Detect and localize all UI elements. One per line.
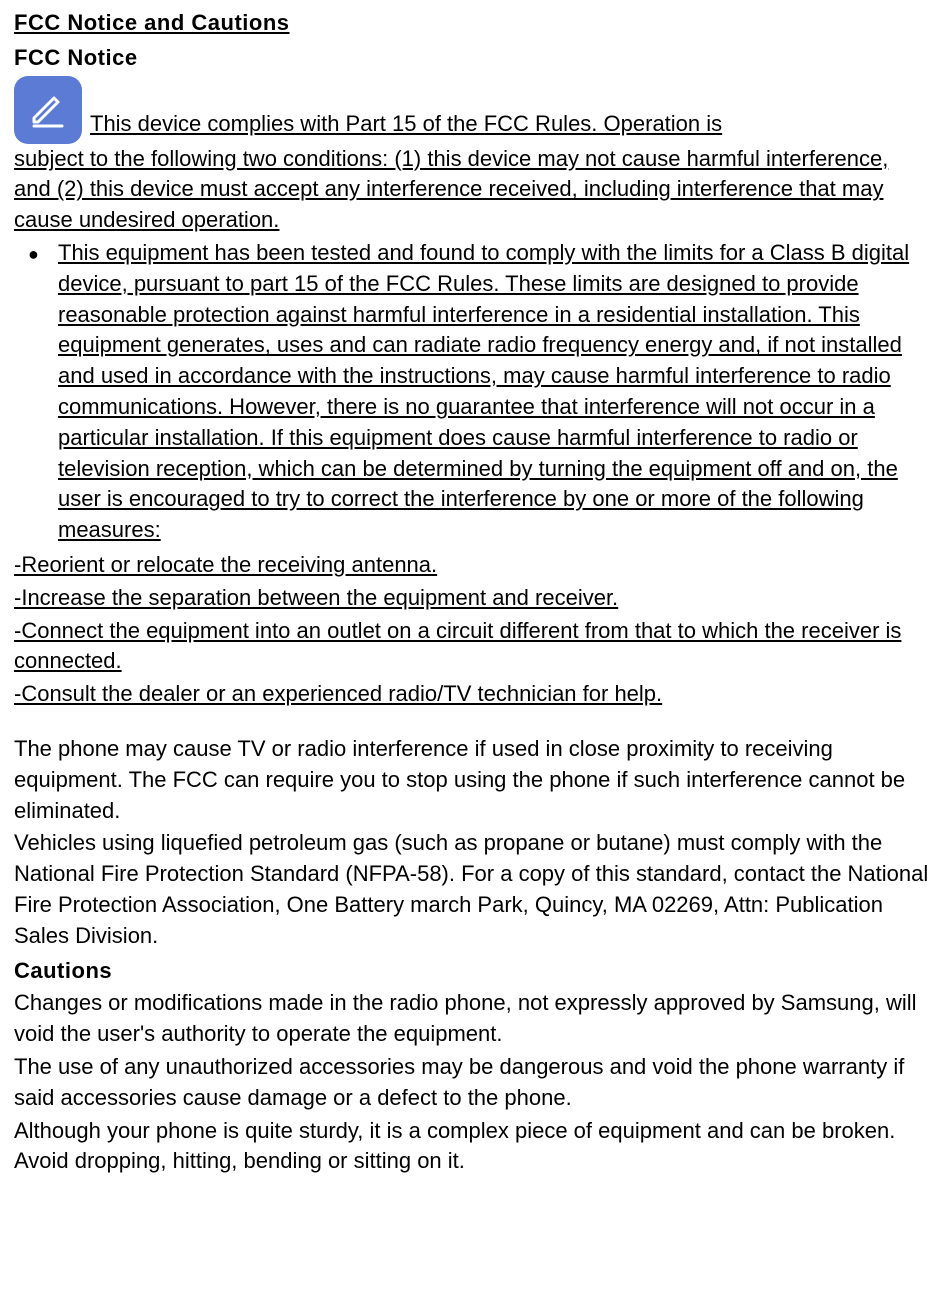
main-title: FCC Notice and Cautions [14,8,931,39]
dash-item-2: -Increase the separation between the equ… [14,583,931,614]
intro-text-line1: This device complies with Part 15 of the… [90,109,722,144]
cautions-title: Cautions [14,956,931,987]
paragraph-interference: The phone may cause TV or radio interfer… [14,734,931,826]
bullet-item-1: This equipment has been tested and found… [58,238,931,546]
caution-paragraph-2: The use of any unauthorized accessories … [14,1052,931,1114]
note-icon [14,76,82,144]
caution-paragraph-3: Although your phone is quite sturdy, it … [14,1116,931,1178]
paragraph-nfpa: Vehicles using liquefied petroleum gas (… [14,828,931,951]
dash-item-1: -Reorient or relocate the receiving ante… [14,550,931,581]
icon-intro-row: This device complies with Part 15 of the… [14,76,931,144]
subtitle-fcc-notice: FCC Notice [14,43,931,74]
intro-text-continued: subject to the following two conditions:… [14,144,931,236]
dash-item-3: -Connect the equipment into an outlet on… [14,616,931,678]
bullet-list: This equipment has been tested and found… [14,238,931,546]
caution-paragraph-1: Changes or modifications made in the rad… [14,988,931,1050]
dash-item-4: -Consult the dealer or an experienced ra… [14,679,931,710]
